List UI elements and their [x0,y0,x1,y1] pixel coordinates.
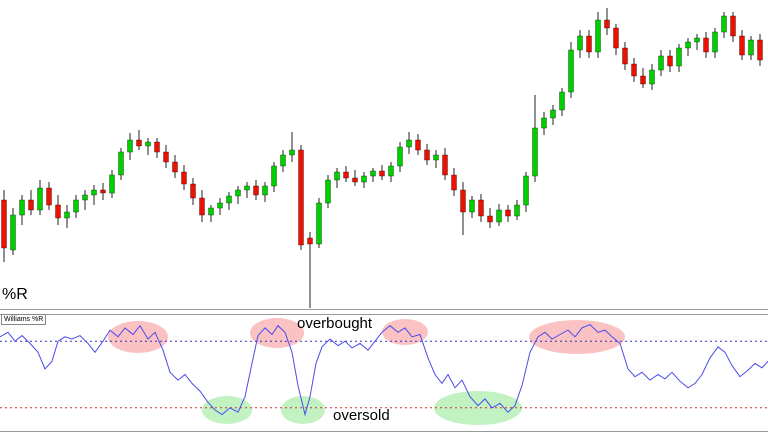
overbought-annotation: overbought [297,315,373,332]
indicator-name-tag: Williams %R [1,314,47,325]
candlestick-series [1,8,763,308]
signal-highlights [108,318,625,425]
oversold-annotation: oversold [333,407,390,424]
williams-percent-r-line [0,324,768,417]
main-panel-title: %R [2,286,28,303]
